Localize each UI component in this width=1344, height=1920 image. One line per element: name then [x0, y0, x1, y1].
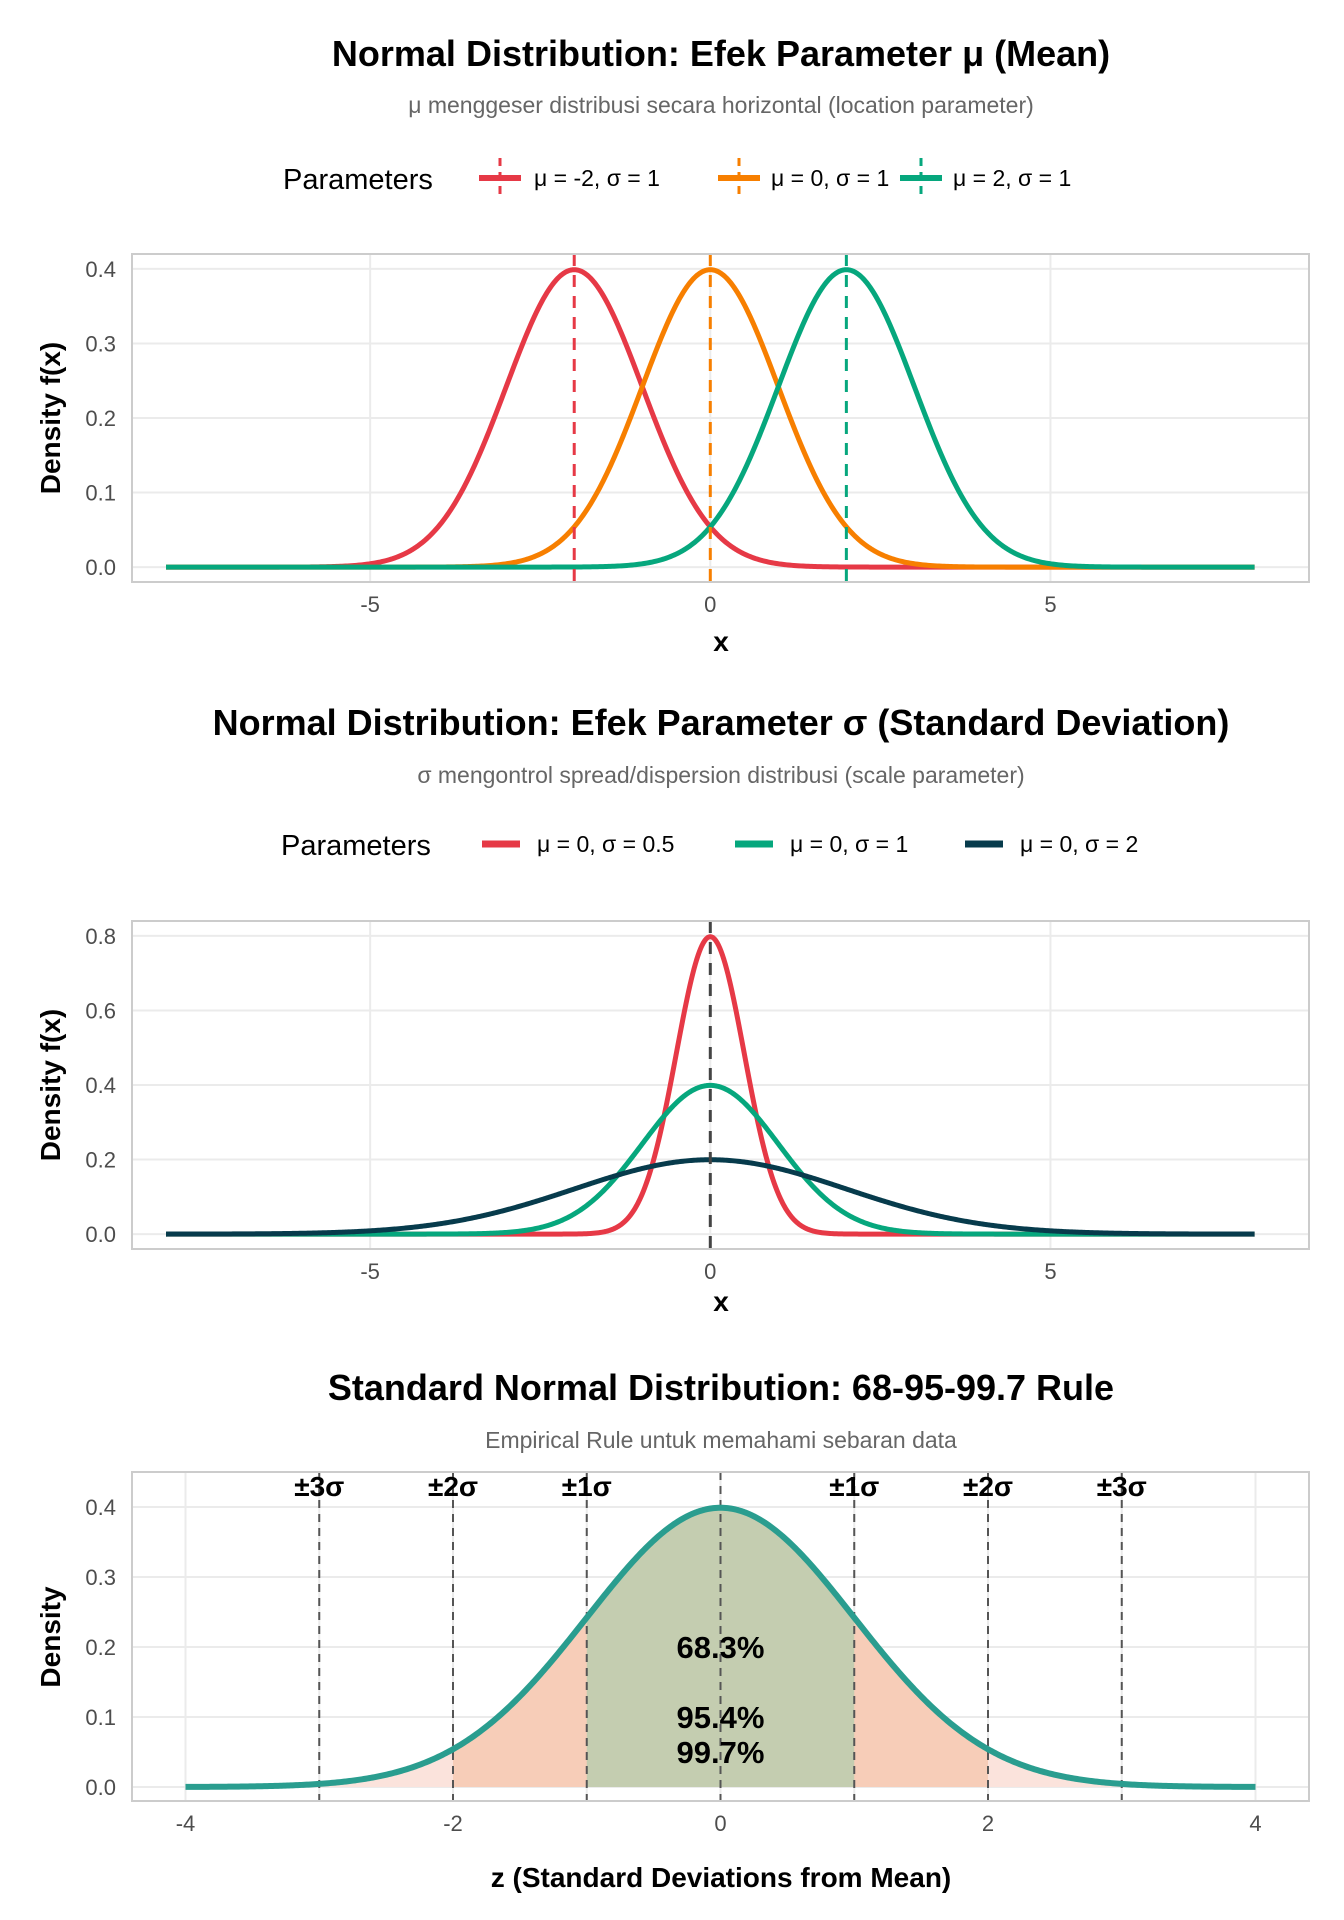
x-tick-label: 5 [1044, 592, 1056, 617]
y-axis-ticks: 0.0 0.1 0.2 0.3 0.4 [85, 257, 116, 580]
x-tick-label: -2 [443, 1811, 463, 1836]
legend-item[interactable]: μ = 2, σ = 1 [900, 158, 1071, 198]
y-tick-label: 0.8 [85, 924, 116, 949]
y-tick-label: 0.2 [85, 1148, 116, 1173]
chart-title: Normal Distribution: Efek Parameter μ (M… [332, 33, 1110, 74]
percentage-label: 95.4% [677, 1700, 765, 1735]
percentage-label: 99.7% [677, 1735, 765, 1770]
legend: Parameters μ = -2, σ = 1 μ = 0, σ = 1 μ … [283, 158, 1071, 198]
sigma-label: ±2σ [428, 1471, 478, 1502]
y-tick-label: 0.1 [85, 1705, 116, 1730]
y-tick-label: 0.0 [85, 1775, 116, 1800]
legend-item[interactable]: μ = 0, σ = 0.5 [482, 831, 674, 857]
percentage-label: 68.3% [677, 1630, 765, 1665]
legend-item[interactable]: μ = 0, σ = 1 [735, 831, 908, 857]
y-axis-title: Density f(x) [35, 1009, 66, 1161]
x-tick-label: 2 [982, 1811, 994, 1836]
y-axis-title: Density [35, 1586, 66, 1688]
legend-label: μ = 0, σ = 1 [790, 831, 908, 857]
chart-title: Standard Normal Distribution: 68-95-99.7… [328, 1367, 1114, 1408]
x-tick-label: 0 [714, 1811, 726, 1836]
sigma-label: ±3σ [1097, 1471, 1147, 1502]
y-tick-label: 0.1 [85, 481, 116, 506]
y-axis-title: Density f(x) [35, 342, 66, 494]
x-axis-title: z (Standard Deviations from Mean) [491, 1862, 952, 1893]
panel-border [131, 920, 1310, 1250]
legend-item[interactable]: μ = 0, σ = 2 [965, 831, 1138, 857]
y-tick-label: 0.0 [85, 555, 116, 580]
chart-mean-effect: Normal Distribution: Efek Parameter μ (M… [35, 33, 1310, 657]
x-axis-ticks: -5 0 5 [360, 1259, 1056, 1284]
x-tick-label: -5 [360, 1259, 380, 1284]
legend-label: μ = 0, σ = 2 [1020, 831, 1138, 857]
y-axis-ticks: 0.0 0.2 0.4 0.6 0.8 [85, 924, 116, 1247]
legend-title: Parameters [281, 830, 431, 862]
y-axis-ticks: 0.0 0.1 0.2 0.3 0.4 [85, 1495, 116, 1800]
panel-border [131, 253, 1310, 583]
x-axis-ticks: -4 -2 0 2 4 [176, 1811, 1262, 1836]
panel-border [131, 1471, 1310, 1802]
gridlines [132, 254, 1309, 582]
plot-area [164, 921, 1256, 1249]
y-tick-label: 0.4 [85, 1495, 116, 1520]
chart-subtitle: μ menggeser distribusi secara horizontal… [408, 92, 1034, 118]
plot-area [165, 254, 1256, 582]
legend-item[interactable]: μ = -2, σ = 1 [479, 158, 660, 198]
legend-label: μ = 0, σ = 1 [771, 165, 889, 191]
y-tick-label: 0.4 [85, 257, 116, 282]
chart-empirical-rule: Standard Normal Distribution: 68-95-99.7… [35, 1367, 1310, 1893]
y-tick-label: 0.6 [85, 998, 116, 1023]
y-tick-label: 0.2 [85, 1635, 116, 1660]
x-axis-ticks: -5 0 5 [360, 592, 1056, 617]
legend-label: μ = 0, σ = 0.5 [537, 831, 674, 857]
x-axis-title: x [713, 1286, 729, 1317]
sigma-label: ±2σ [963, 1471, 1013, 1502]
annotations: ±3σ ±2σ ±1σ ±1σ ±2σ ±3σ 99.7%95.4% 68.3% [294, 1471, 1147, 1770]
x-tick-label: -5 [360, 592, 380, 617]
sigma-label: ±1σ [829, 1471, 879, 1502]
chart-title: Normal Distribution: Efek Parameter σ (S… [213, 702, 1230, 743]
chart-sd-effect: Normal Distribution: Efek Parameter σ (S… [35, 702, 1310, 1317]
legend: Parameters μ = 0, σ = 0.5 μ = 0, σ = 1 μ… [281, 830, 1138, 862]
chart-subtitle: σ mengontrol spread/dispersion distribus… [417, 762, 1024, 788]
density-curve [184, 1504, 1257, 1790]
sigma-label: ±1σ [562, 1471, 612, 1502]
x-tick-label: 0 [704, 1259, 716, 1284]
plot-area [184, 1472, 1257, 1801]
legend-label: μ = -2, σ = 1 [534, 165, 660, 191]
chart-subtitle: Empirical Rule untuk memahami sebaran da… [485, 1427, 957, 1453]
sigma-label: ±3σ [294, 1471, 344, 1502]
x-axis-title: x [713, 626, 729, 657]
legend-item[interactable]: μ = 0, σ = 1 [718, 158, 889, 198]
x-tick-label: 5 [1044, 1259, 1056, 1284]
y-tick-label: 0.0 [85, 1222, 116, 1247]
x-tick-label: -4 [176, 1811, 196, 1836]
y-tick-label: 0.3 [85, 1565, 116, 1590]
x-tick-label: 4 [1249, 1811, 1261, 1836]
y-tick-label: 0.3 [85, 331, 116, 356]
legend-label: μ = 2, σ = 1 [953, 165, 1071, 191]
y-tick-label: 0.2 [85, 406, 116, 431]
x-tick-label: 0 [704, 592, 716, 617]
legend-title: Parameters [283, 164, 433, 196]
y-tick-label: 0.4 [85, 1073, 116, 1098]
density-curve [165, 267, 1256, 570]
